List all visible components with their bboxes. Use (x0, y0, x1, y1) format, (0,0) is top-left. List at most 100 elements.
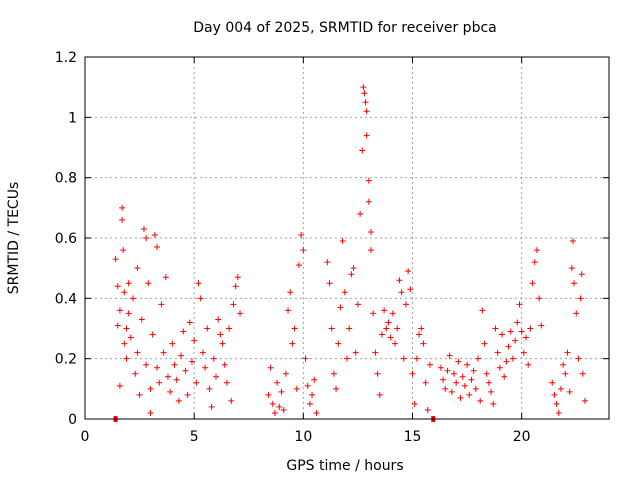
data-point (396, 277, 403, 284)
data-point (311, 376, 318, 383)
data-point (538, 322, 545, 329)
data-point (389, 310, 396, 317)
data-point (195, 280, 202, 287)
plot-frame (84, 56, 610, 420)
data-point (378, 331, 385, 338)
data-point (549, 379, 556, 386)
data-point (557, 385, 564, 392)
data-point (424, 406, 431, 413)
data-point (304, 382, 311, 389)
data-point (289, 340, 296, 347)
data-point (300, 247, 307, 254)
data-point (481, 340, 488, 347)
data-point (475, 355, 481, 362)
data-point (295, 262, 302, 269)
data-point (226, 325, 233, 332)
y-tick-label: 0 (68, 412, 77, 428)
data-point (466, 391, 473, 398)
data-point (119, 216, 126, 223)
data-point (520, 349, 527, 356)
data-points (112, 84, 588, 422)
data-point (271, 409, 278, 416)
data-point (564, 349, 571, 356)
data-point (363, 108, 370, 115)
data-point (154, 244, 161, 251)
data-point (363, 132, 370, 139)
data-point (453, 379, 460, 386)
data-point (147, 385, 154, 392)
data-point (426, 361, 433, 368)
data-point (360, 84, 367, 91)
data-point (182, 367, 189, 374)
data-point (365, 177, 372, 184)
data-point (501, 373, 508, 380)
data-point (293, 385, 300, 392)
data-point (464, 361, 471, 368)
data-point (514, 319, 521, 326)
data-point (479, 307, 486, 314)
data-point (483, 370, 490, 377)
data-point (278, 388, 285, 395)
data-point (437, 364, 444, 371)
data-point (171, 361, 178, 368)
data-point (568, 265, 575, 272)
data-point (206, 385, 213, 392)
data-point (405, 268, 412, 275)
data-point (505, 343, 512, 350)
data-point (529, 280, 536, 287)
data-point (551, 391, 558, 398)
data-point (577, 295, 584, 302)
data-point (324, 259, 331, 266)
data-point (120, 247, 127, 254)
x-tick-label: 10 (294, 429, 312, 445)
data-point (488, 388, 495, 395)
data-point (352, 349, 359, 356)
data-point (357, 210, 364, 217)
data-point (147, 409, 154, 416)
data-point (536, 295, 543, 302)
data-point (581, 397, 588, 404)
data-point (125, 310, 132, 317)
data-point (444, 367, 451, 374)
y-tick-label: 0.8 (55, 171, 77, 187)
data-point (136, 391, 143, 398)
data-point (180, 328, 187, 335)
data-point (507, 328, 514, 335)
data-point (188, 358, 195, 365)
data-point (210, 355, 217, 362)
data-point (335, 340, 342, 347)
data-point (553, 400, 560, 407)
data-point (116, 382, 123, 389)
data-point (579, 370, 586, 377)
data-point (267, 364, 274, 371)
data-point (485, 379, 492, 386)
data-point (527, 325, 534, 332)
data-point (219, 340, 226, 347)
data-point (420, 340, 427, 347)
data-point (472, 385, 479, 392)
data-point (184, 391, 191, 398)
data-point (413, 355, 420, 362)
data-point (112, 256, 119, 263)
data-point (313, 409, 320, 416)
data-point (531, 259, 538, 266)
data-point (326, 280, 333, 287)
data-point (409, 370, 416, 377)
data-point (457, 394, 464, 401)
x-axis-label: GPS time / hours (286, 458, 403, 474)
data-point (422, 379, 429, 386)
data-point (394, 325, 401, 332)
data-point (114, 283, 121, 290)
data-point (477, 397, 484, 404)
data-point (459, 373, 466, 380)
data-point (232, 283, 239, 290)
data-point (167, 388, 174, 395)
data-point (446, 352, 453, 359)
data-point (555, 409, 562, 416)
y-tick-label: 1 (68, 110, 77, 126)
data-point (215, 316, 222, 323)
y-tick-label: 0.6 (55, 231, 77, 247)
data-point (361, 90, 368, 97)
data-point (164, 373, 171, 380)
data-point (123, 355, 130, 362)
